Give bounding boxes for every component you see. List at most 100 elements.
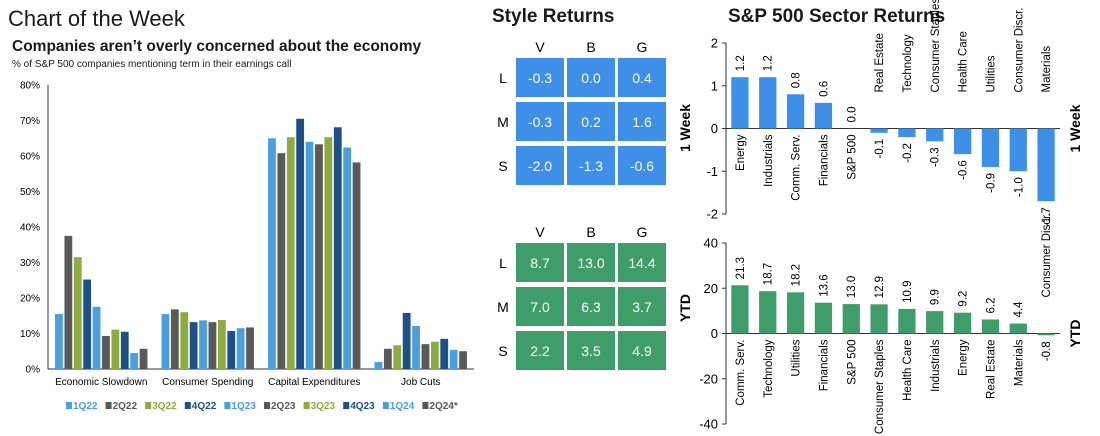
legend-label: 2Q23 <box>271 401 296 412</box>
sector-ytd-bar <box>898 308 916 334</box>
legend-swatch <box>184 402 191 409</box>
mentions-bar <box>449 349 458 369</box>
style-tile-value: 3.5 <box>581 343 601 359</box>
sector-ytd-bar <box>1037 333 1055 336</box>
mentions-bar <box>92 306 101 369</box>
style-tile-value: 2.2 <box>530 343 550 359</box>
sector-week-category-label: Energy <box>735 134 747 171</box>
mentions-x-tick: Capital Expenditures <box>268 377 360 388</box>
legend-swatch <box>66 402 72 409</box>
sector-ytd-bar <box>1009 323 1027 334</box>
sector-ytd-category-label: Materials <box>1013 339 1025 386</box>
style-row-header: L <box>499 70 507 86</box>
mentions-bar <box>73 257 82 369</box>
mentions-x-tick: Economic Slowdown <box>55 377 147 388</box>
mentions-bar <box>227 331 236 369</box>
mentions-bar <box>305 141 314 369</box>
style-tile-value: 0.4 <box>632 70 652 86</box>
mentions-bar <box>286 137 295 369</box>
style-row-header: S <box>498 343 507 359</box>
mentions-bar <box>102 335 110 369</box>
sector-ytd-category-label: Financials <box>818 339 830 391</box>
sector-ytd-category-label: Industrials <box>930 339 942 392</box>
style-tile-value: 3.7 <box>632 299 652 315</box>
mentions-y-tick: 30% <box>20 258 40 269</box>
mentions-bar <box>199 320 207 369</box>
legend-label: 4Q23 <box>350 401 375 412</box>
mentions-bar <box>83 279 92 369</box>
sector-ytd-value-label: 13.0 <box>846 276 858 298</box>
style-col-header: V <box>535 39 545 55</box>
sector-week-category-label: Utilities <box>985 55 997 92</box>
mentions-y-tick: 80% <box>20 81 40 92</box>
mentions-bar <box>268 138 276 369</box>
sector-week-category-label: Real Estate <box>874 33 886 92</box>
sector-ytd-value-label: 9.9 <box>930 289 942 305</box>
sector-week-category-label: Industrials <box>763 134 775 187</box>
style-ytd-label: YTD <box>677 294 693 322</box>
sector-week-value-label: -0.3 <box>930 147 942 167</box>
sector-week-category-label: Financials <box>818 134 830 186</box>
style-tile <box>516 331 564 370</box>
mentions-y-tick: 70% <box>20 116 40 127</box>
style-1week-label: 1 Week <box>677 104 693 152</box>
sector-week-category-label: Technology <box>902 34 914 92</box>
style-row-header: L <box>499 255 507 271</box>
sector-ytd-value-label: 18.7 <box>763 263 775 285</box>
style-tile-value: 7.0 <box>530 299 550 315</box>
style-tile-value: -0.6 <box>630 158 654 174</box>
style-col-header: B <box>586 39 595 55</box>
style-tile-value: -0.3 <box>528 70 552 86</box>
sector-ytd-category-label: Consumer Staples <box>874 339 886 434</box>
style-tile-value: -0.3 <box>528 114 552 130</box>
sector-week-y-tick: 2 <box>711 36 718 51</box>
style-tile <box>516 287 564 326</box>
sector-ytd-value-label: -0.8 <box>1041 341 1053 361</box>
sector-ytd-bar <box>842 304 860 334</box>
legend-swatch <box>422 402 429 409</box>
style-tile <box>567 146 615 185</box>
style-tile <box>516 146 564 185</box>
legend-label: 3Q23 <box>311 401 336 412</box>
sector-week-value-label: -0.6 <box>958 160 970 180</box>
mentions-bar <box>324 137 333 369</box>
mentions-y-tick: 0% <box>26 365 41 376</box>
sector-ytd-y-tick: -20 <box>699 371 718 386</box>
mentions-bar <box>130 353 139 369</box>
sector-week-bar <box>759 77 777 129</box>
sector-week-bar <box>786 94 805 129</box>
mentions-x-tick: Job Cuts <box>401 377 440 388</box>
sector-ytd-bar <box>981 319 1000 334</box>
sector-week-y-tick: -1 <box>706 164 718 179</box>
mentions-bar <box>412 326 420 369</box>
style-tile <box>516 243 564 282</box>
mentions-y-tick: 50% <box>20 187 40 198</box>
style-tile <box>567 287 615 326</box>
sector-week-value-label: 1.2 <box>763 55 775 71</box>
sector-ytd-category-label: Consumer Discr. <box>1041 213 1053 298</box>
sector-ytd-bar <box>731 285 749 334</box>
legend-swatch <box>145 402 152 409</box>
legend-swatch <box>264 402 270 409</box>
sector-ytd-label: YTD <box>1067 320 1083 348</box>
sector-1week-label: 1 Week <box>1067 104 1083 152</box>
style-tile-value: 13.0 <box>577 255 604 271</box>
style-tile <box>618 146 666 185</box>
style-tile <box>618 287 666 326</box>
sector-week-bar <box>731 77 749 129</box>
mentions-bar <box>393 345 402 369</box>
style-col-header: G <box>637 39 648 55</box>
mentions-bar <box>459 351 467 369</box>
sector-ytd-value-label: 9.2 <box>958 291 970 307</box>
mentions-y-tick: 20% <box>20 294 40 305</box>
sector-week-bar <box>870 128 888 133</box>
sector-ytd-category-label: Utilities <box>791 339 803 376</box>
mentions-x-tick: Consumer Spending <box>162 377 253 388</box>
sector-ytd-bar <box>926 311 944 334</box>
style-tile <box>516 102 564 141</box>
sector-ytd-category-label: Comm. Serv. <box>735 340 747 406</box>
style-tile-value: 0.2 <box>581 114 601 130</box>
sector-ytd-y-tick: 0 <box>711 326 718 341</box>
sector-ytd-value-label: 4.4 <box>1013 301 1025 318</box>
